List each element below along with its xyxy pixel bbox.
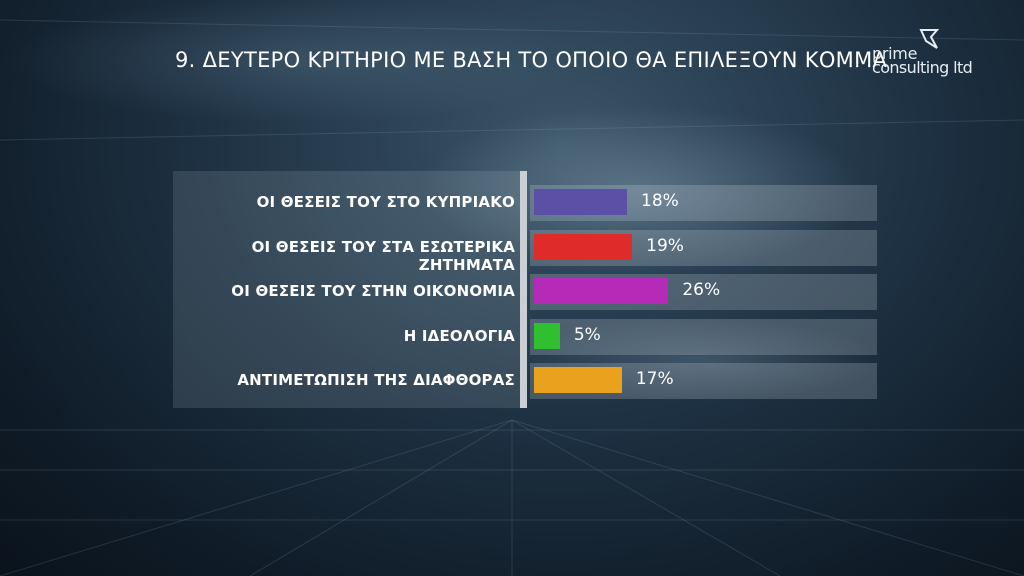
category-label: ΟΙ ΘΕΣΕΙΣ ΤΟΥ ΣΤΟ ΚΥΠΡΙΑΚΟ [256, 193, 515, 211]
category-axis-divider [520, 171, 527, 408]
category-label: Η ΙΔΕΟΛΟΓΙΑ [403, 326, 515, 345]
bar [534, 233, 633, 260]
logo-text-consulting: consulting ltd [872, 58, 973, 77]
category-label: ΟΙ ΘΕΣΕΙΣ ΤΟΥ ΣΤΑ ΕΣΩΤΕΡΙΚΑ ΖΗΤΗΜΑΤΑ [251, 237, 515, 274]
prime-consulting-logo: prime consulting ltd [868, 28, 978, 80]
data-label: 26% [682, 280, 721, 300]
label-panel [173, 171, 523, 408]
data-label: 19% [646, 235, 684, 256]
chart-title: 9. ΔΕΥΤΕΡΟ ΚΡΙΤΗΡΙΟ ΜΕ ΒΑΣΗ ΤΟ ΟΠΟΙΟ ΘΑ … [175, 48, 888, 72]
category-label: ΟΙ ΘΕΣΕΙΣ ΤΟΥ ΣΤΗΝ ΟΙΚΟΝΟΜΙΑ [231, 282, 515, 300]
category-label: ΑΝΤΙΜΕΤΩΠΙΣΗ ΤΗΣ ΔΙΑΦΘΟΡΑΣ [237, 371, 515, 389]
data-label: 18% [641, 191, 679, 211]
prime-logo-mark-icon [919, 29, 940, 49]
data-label: 17% [635, 369, 674, 389]
bar [534, 367, 622, 393]
bar [534, 189, 627, 215]
bar [534, 278, 669, 304]
logo-text-prime: prime [872, 44, 918, 63]
data-label: 5% [573, 324, 601, 345]
bar [534, 322, 560, 349]
bar-track [530, 318, 877, 355]
